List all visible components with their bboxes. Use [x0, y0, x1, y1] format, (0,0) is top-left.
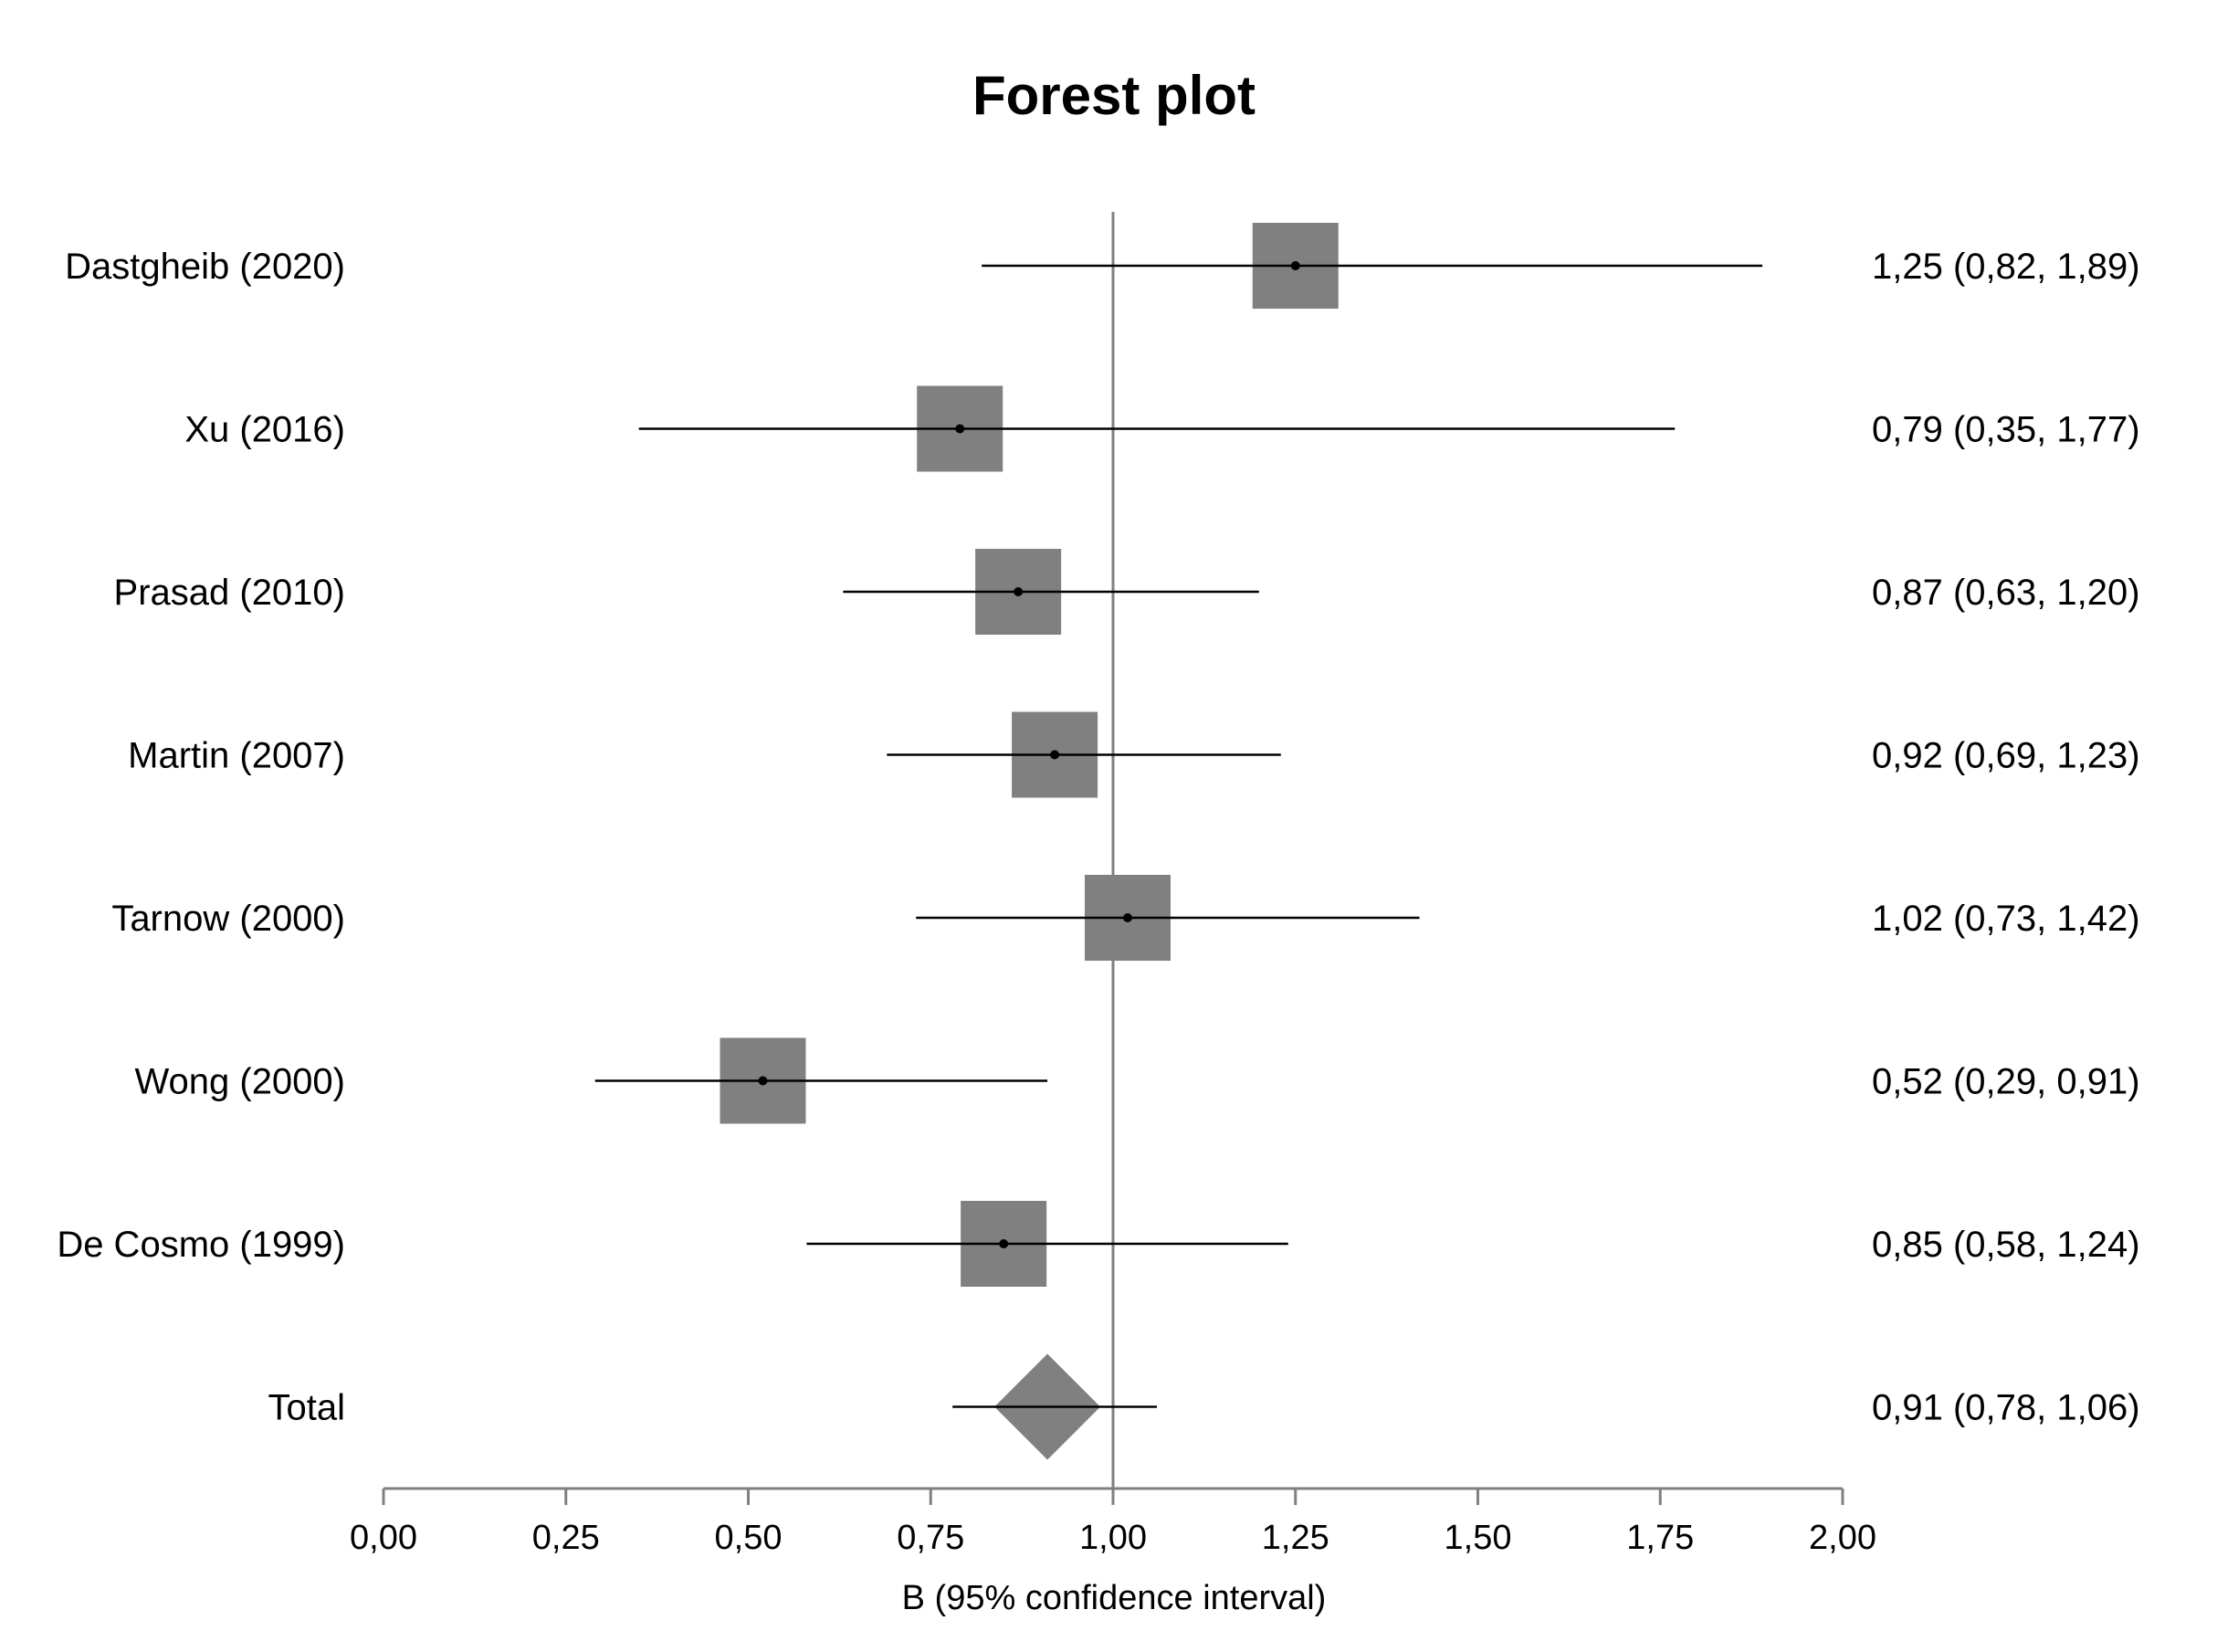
estimate-point: [999, 1239, 1009, 1248]
study-row: Tarnow (2000) 1,02 (0,73, 1,42): [111, 875, 2140, 961]
estimate-point: [1014, 587, 1024, 596]
x-axis-ticks: 0,00 0,25 0,50 0,75 1,00 1,25 1,50 1,75 2,00: [350, 1489, 1876, 1557]
x-tick-label: 1,50: [1445, 1519, 1512, 1557]
study-label: Tarnow (2000): [111, 899, 345, 939]
study-label: De Cosmo (1999): [57, 1225, 345, 1265]
estimate-point: [1122, 913, 1132, 922]
estimate-label: 0,87 (0,63, 1,20): [1872, 573, 2140, 613]
estimate-label: 0,79 (0,35, 1,77): [1872, 410, 2140, 450]
study-label: Prasad (2010): [114, 573, 345, 613]
study-row: Dastgheib (2020) 1,25 (0,82, 1,89): [65, 223, 2140, 309]
x-tick-label: 1,00: [1079, 1519, 1147, 1557]
study-label: Wong (2000): [134, 1062, 345, 1102]
x-axis: 0,00 0,25 0,50 0,75 1,00 1,25 1,50 1,75 2,00: [350, 1487, 1876, 1557]
estimate-label: 0,52 (0,29, 0,91): [1872, 1062, 2140, 1102]
estimate-point: [1290, 261, 1300, 270]
x-tick-label: 0,75: [897, 1519, 964, 1557]
study-row: Martin (2007) 0,92 (0,69, 1,23): [128, 711, 2140, 798]
estimate-point: [758, 1076, 768, 1086]
study-rows: Dastgheib (2020) 1,25 (0,82, 1,89) Xu (201…: [57, 223, 2140, 1460]
x-tick-label: 0,50: [715, 1519, 783, 1557]
total-label: Total: [268, 1388, 346, 1428]
estimate-label: 1,25 (0,82, 1,89): [1872, 247, 2140, 287]
estimate-label: 1,02 (0,73, 1,42): [1872, 899, 2140, 939]
x-tick-label: 2,00: [1809, 1519, 1876, 1557]
study-row: De Cosmo (1999) 0,85 (0,58, 1,24): [57, 1201, 2140, 1287]
study-label: Martin (2007): [128, 736, 345, 776]
estimate-label: 0,91 (0,78, 1,06): [1872, 1388, 2140, 1428]
study-row: Xu (2016) 0,79 (0,35, 1,77): [184, 385, 2140, 472]
estimate-label: 0,92 (0,69, 1,23): [1872, 736, 2140, 776]
study-row: Wong (2000) 0,52 (0,29, 0,91): [134, 1037, 2140, 1124]
study-label: Dastgheib (2020): [65, 247, 345, 287]
x-tick-label: 1,25: [1262, 1519, 1329, 1557]
x-tick-label: 0,00: [350, 1519, 417, 1557]
x-axis-label: B (95% confidence interval): [902, 1579, 1327, 1617]
x-tick-label: 1,75: [1626, 1519, 1694, 1557]
estimate-point: [1050, 750, 1060, 760]
estimate-label: 0,85 (0,58, 1,24): [1872, 1225, 2140, 1265]
x-tick-label: 0,25: [532, 1519, 600, 1557]
estimate-point: [955, 424, 965, 434]
chart-title: Forest plot: [972, 65, 1256, 126]
total-row: Total 0,91 (0,78, 1,06): [268, 1353, 2140, 1460]
study-label: Xu (2016): [184, 410, 345, 450]
study-row: Prasad (2010) 0,87 (0,63, 1,20): [114, 549, 2140, 635]
